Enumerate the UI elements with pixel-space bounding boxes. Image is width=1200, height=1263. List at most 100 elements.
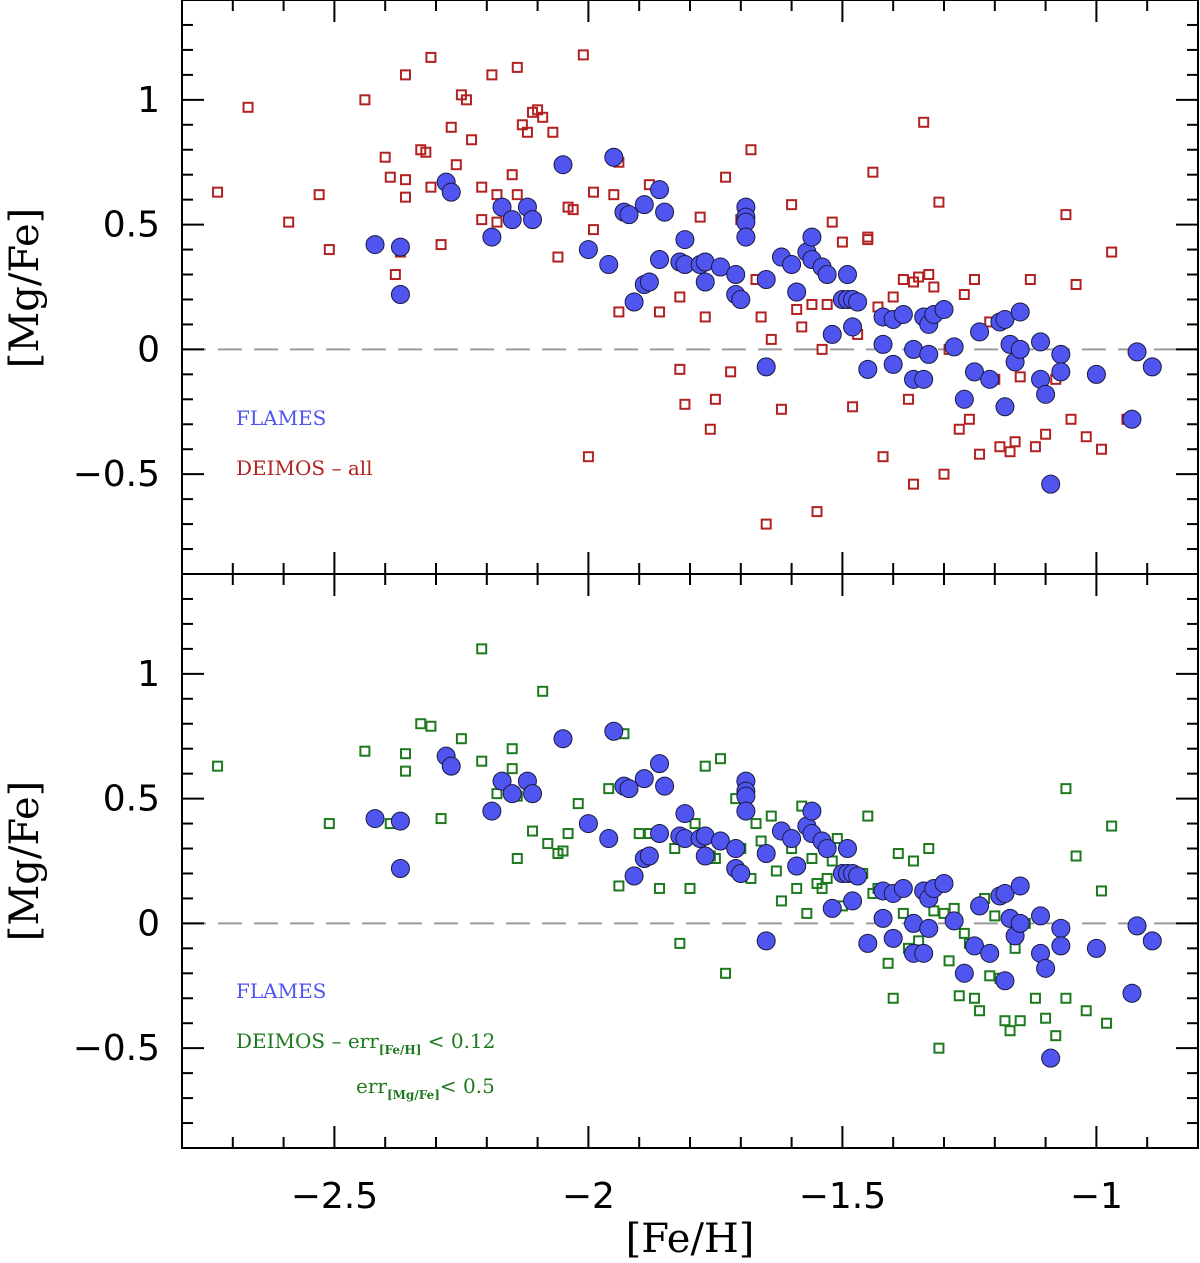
- deimos-point: [699, 311, 711, 323]
- deimos-point: [938, 468, 950, 480]
- deimos-point: [913, 271, 925, 283]
- top-legend-flames: FLAMES: [236, 406, 326, 430]
- deimos-point: [720, 967, 732, 979]
- deimos-point: [603, 783, 615, 795]
- deimos-point: [755, 311, 767, 323]
- flames-point: [726, 265, 746, 285]
- flames-point: [802, 801, 822, 821]
- deimos-point: [415, 718, 427, 730]
- deimos-point: [476, 181, 488, 193]
- flames-point: [848, 866, 868, 886]
- flames-point: [624, 866, 644, 886]
- flames-point: [756, 844, 776, 864]
- flames-point: [619, 779, 639, 799]
- deimos-point: [669, 843, 681, 855]
- flames-point: [858, 933, 878, 953]
- deimos-point: [1014, 1015, 1026, 1027]
- deimos-point: [511, 189, 523, 201]
- deimos-point: [862, 234, 874, 246]
- deimos-point: [943, 955, 955, 967]
- deimos-point: [552, 251, 564, 263]
- flames-point: [1010, 302, 1030, 322]
- flames-point: [1051, 936, 1071, 956]
- top-y-axis-title: [Mg/Fe]: [2, 208, 48, 369]
- flames-point: [782, 255, 802, 275]
- bottom-legend-flames: FLAMES: [236, 979, 326, 1003]
- deimos-point: [1029, 441, 1041, 453]
- flames-point: [954, 389, 974, 409]
- deimos-point: [491, 216, 503, 228]
- deimos-point: [1060, 783, 1072, 795]
- bottom-legend-value-feh: < 0.12: [421, 1029, 495, 1053]
- deimos-point: [821, 298, 833, 310]
- deimos-point: [963, 413, 975, 425]
- deimos-point: [1070, 279, 1082, 291]
- flames-point: [578, 240, 598, 260]
- flames-point: [675, 230, 695, 250]
- deimos-point: [862, 231, 874, 243]
- flames-point: [919, 344, 939, 364]
- flames-point: [619, 205, 639, 225]
- flames-point: [1122, 409, 1142, 429]
- bottom-legend-deimos: DEIMOS – err[Fe/H] < 0.12: [236, 1029, 495, 1057]
- deimos-point: [582, 451, 594, 463]
- flames-point: [893, 304, 913, 324]
- flames-point: [817, 839, 837, 859]
- deimos-point: [476, 755, 488, 767]
- deimos-point: [989, 910, 1001, 922]
- deimos-point: [389, 269, 401, 281]
- deimos-point: [958, 288, 970, 300]
- bottom-deimos-series: [212, 643, 1118, 1054]
- flames-point: [1010, 876, 1030, 896]
- flames-point: [553, 729, 573, 749]
- flames-point: [873, 908, 893, 928]
- flames-point: [1031, 906, 1051, 926]
- deimos-point: [537, 111, 549, 123]
- deimos-point: [999, 1015, 1011, 1027]
- flames-point: [893, 878, 913, 898]
- flames-point: [604, 721, 624, 741]
- flames-point: [970, 322, 990, 342]
- flames-point: [1122, 983, 1142, 1003]
- flames-point: [441, 756, 461, 776]
- flames-point: [599, 829, 619, 849]
- flames-point: [1051, 362, 1071, 382]
- deimos-point: [958, 927, 970, 939]
- deimos-point: [450, 159, 462, 171]
- deimos-point: [511, 853, 523, 865]
- x-tick-label: −2: [562, 1176, 615, 1217]
- deimos-point: [654, 306, 666, 318]
- deimos-point: [674, 937, 686, 949]
- flames-point: [492, 197, 512, 217]
- flames-point: [639, 272, 659, 292]
- flames-point: [634, 769, 654, 789]
- deimos-point: [1040, 428, 1052, 440]
- deimos-point: [1014, 371, 1026, 383]
- deimos-point: [587, 224, 599, 236]
- flames-point: [523, 784, 543, 804]
- bottom-axis-ticks: −0.5 0 0.5 1: [73, 574, 1198, 1148]
- deimos-point: [806, 298, 818, 310]
- flames-point: [726, 839, 746, 859]
- deimos-point: [953, 990, 965, 1002]
- deimos-point: [994, 441, 1006, 453]
- flames-point: [995, 397, 1015, 417]
- deimos-point: [1060, 209, 1072, 221]
- deimos-point: [892, 848, 904, 860]
- deimos-point: [811, 506, 823, 518]
- y-tick-label: 0.5: [103, 779, 160, 820]
- deimos-point: [684, 882, 696, 894]
- y-tick-label: 1: [137, 654, 160, 695]
- deimos-point: [425, 51, 437, 63]
- bottom-legend-value-mgfe: < 0.5: [440, 1074, 495, 1098]
- bottom-panel: −0.5 0 0.5 1 FLAMES DEIMOS – err[Fe/H] < 0.…: [2, 573, 1199, 1149]
- flames-point: [873, 334, 893, 354]
- deimos-point: [577, 49, 589, 61]
- flames-point: [787, 856, 807, 876]
- flames-point: [624, 292, 644, 312]
- deimos-point: [384, 171, 396, 183]
- deimos-point: [897, 907, 909, 919]
- x-tick-label: −2.5: [291, 1176, 378, 1217]
- deimos-point: [897, 274, 909, 286]
- deimos-point: [760, 518, 772, 530]
